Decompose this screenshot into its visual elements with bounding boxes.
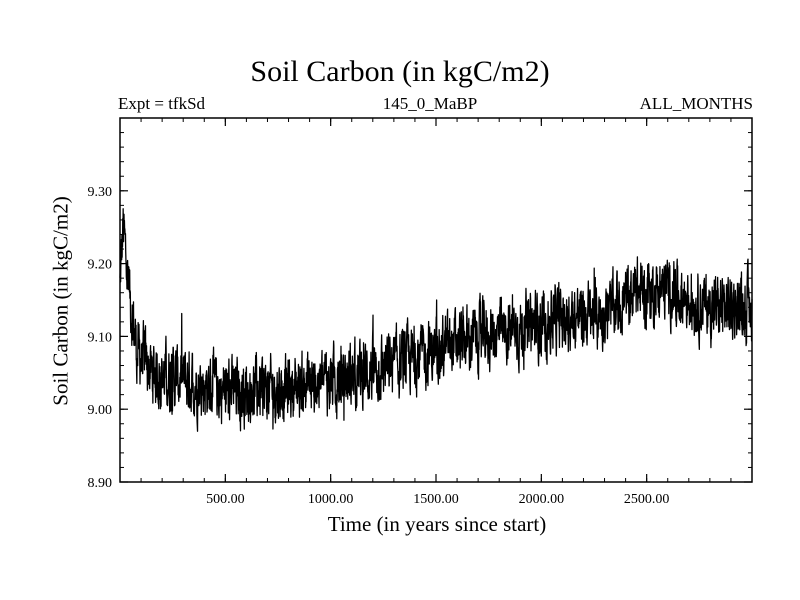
axis-layer: 8.90 9.00 9.10 9.20 9.30 500.00 1000.00 1500.00… [88, 117, 752, 507]
series-layer [119, 208, 753, 432]
x-axis-label: Time (in years since start) [327, 512, 547, 536]
x-tick-label: 1000.00 [308, 492, 354, 507]
months-label: ALL_MONTHS [639, 94, 753, 113]
x-tick-label: 2500.00 [624, 492, 670, 507]
y-tick-label: 9.00 [88, 403, 113, 418]
experiment-label: Expt = tfkSd [118, 94, 206, 113]
series-line-0 [119, 208, 753, 432]
y-tick-label: 8.90 [88, 476, 113, 491]
x-tick-label: 500.00 [206, 492, 245, 507]
y-tick-label: 9.30 [88, 185, 113, 200]
y-tick-label: 9.10 [88, 330, 113, 345]
x-tick-label: 1500.00 [413, 492, 459, 507]
chart-title: Soil Carbon (in kgC/m2) [250, 55, 550, 88]
y-tick-label: 9.20 [88, 258, 113, 273]
plot-frame [119, 117, 753, 483]
x-tick-label: 2000.00 [519, 492, 565, 507]
period-label: 145_0_MaBP [382, 94, 478, 113]
